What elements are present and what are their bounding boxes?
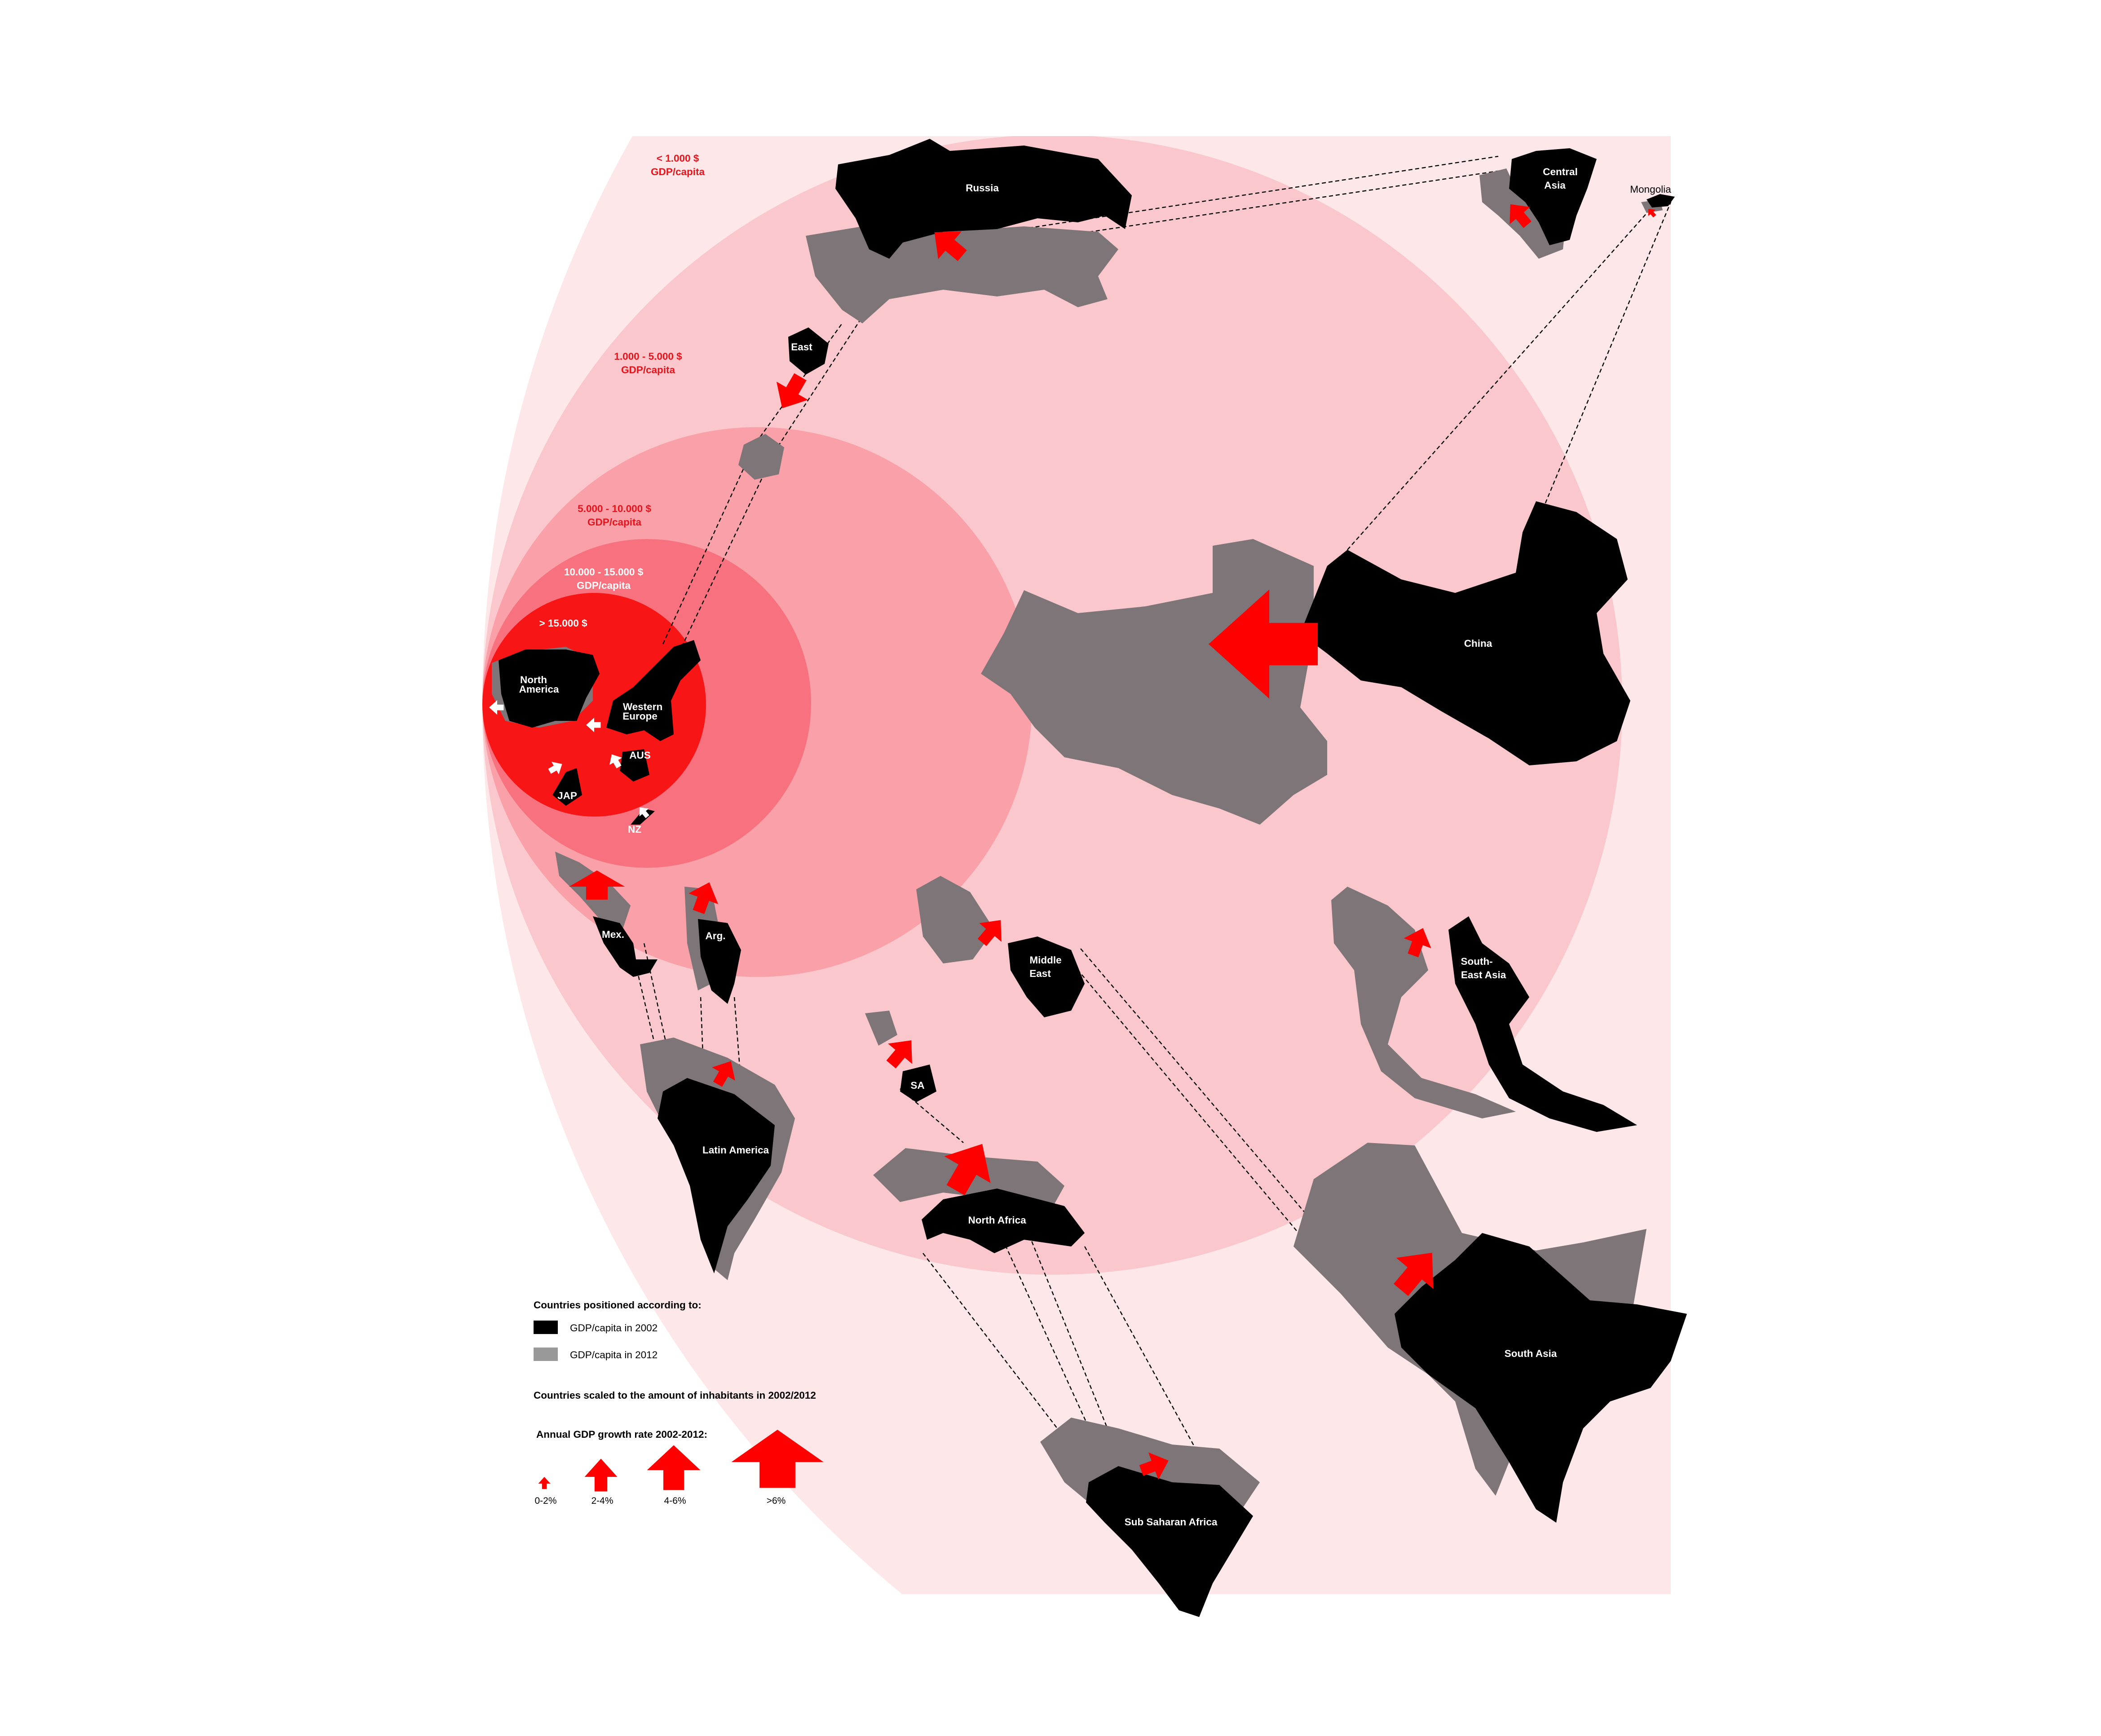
band-label: 5.000 - 10.000 $ xyxy=(578,503,651,514)
legend-swatch-2002 xyxy=(534,1321,558,1334)
south-east-asia-2002-shape xyxy=(1448,916,1638,1132)
north-america-2002-shape xyxy=(499,649,600,728)
legend-positioned-title: Countries positioned according to: xyxy=(534,1299,702,1311)
legend-scaled-note: Countries scaled to the amount of inhabi… xyxy=(534,1390,816,1401)
label-central-asia: Asia xyxy=(1544,180,1566,191)
band-label: GDP/capita xyxy=(651,166,705,177)
band-label: > 15.000 $ xyxy=(539,618,587,629)
label-east: East xyxy=(791,341,812,353)
label-south-east-asia: East Asia xyxy=(1461,969,1506,981)
label-china: China xyxy=(1464,638,1492,649)
label-middle-east: East xyxy=(1029,968,1051,979)
sa-2012-shape xyxy=(865,1011,898,1046)
band-gt-15000 xyxy=(482,593,706,817)
label-russia: Russia xyxy=(966,182,999,194)
north-africa-2002-shape xyxy=(922,1188,1085,1254)
band-label: 1.000 - 5.000 $ xyxy=(614,351,682,362)
argentina-2002-shape xyxy=(698,919,742,1004)
legend-swatch-2012 xyxy=(534,1347,558,1361)
central-asia-2002-shape xyxy=(1509,148,1597,246)
legend-arrow-2-4 xyxy=(584,1458,618,1492)
region-labels: Russia East Central Asia Mongolia China … xyxy=(519,166,1672,1528)
china-2002-shape xyxy=(1300,501,1631,766)
label-latin-america: Latin America xyxy=(702,1144,769,1156)
label-sub-saharan-africa: Sub Saharan Africa xyxy=(1125,1516,1218,1528)
east-2002-shape xyxy=(788,327,829,375)
china-2012-shape xyxy=(981,539,1328,825)
label-jap: JAP xyxy=(557,790,577,801)
australia-2002-shape xyxy=(620,749,650,782)
russia-2002-shape xyxy=(835,139,1132,259)
legend-arrow-0-2 xyxy=(538,1477,551,1489)
middle-east-2012-shape xyxy=(916,876,995,964)
south-asia-2002-shape xyxy=(1395,1233,1687,1523)
south-east-asia-2012-shape xyxy=(1331,887,1516,1119)
latin-america-2002-shape xyxy=(658,1078,775,1274)
label-central-asia: Central xyxy=(1543,166,1578,177)
label-argentina: Arg. xyxy=(706,930,726,941)
label-nz: NZ xyxy=(628,824,641,835)
legend-growth-label: 0-2% xyxy=(535,1496,557,1506)
japan-2002-shape xyxy=(552,768,583,806)
legend: Countries positioned according to: GDP/c… xyxy=(534,1299,824,1506)
legend-growth-label: 4-6% xyxy=(664,1496,686,1506)
legend-label-2002: GDP/capita in 2002 xyxy=(570,1322,658,1334)
band-label: < 1.000 $ xyxy=(657,153,699,164)
band-label: GDP/capita xyxy=(621,364,675,375)
label-aus: AUS xyxy=(629,750,651,761)
east-2012-shape xyxy=(738,434,785,480)
label-mexico: Mex. xyxy=(602,929,624,940)
sub-saharan-africa-2002-shape xyxy=(1086,1466,1254,1617)
label-north-america: North xyxy=(520,674,547,685)
regions-2002 xyxy=(499,139,1687,1617)
label-north-america: America xyxy=(519,684,559,695)
band-label: GDP/capita xyxy=(577,580,631,591)
band-labels: < 1.000 $ GDP/capita 1.000 - 5.000 $ GDP… xyxy=(539,153,705,629)
band-label: GDP/capita xyxy=(587,517,642,528)
nz-2002-shape xyxy=(631,808,655,825)
legend-label-2012: GDP/capita in 2012 xyxy=(570,1349,658,1361)
label-middle-east: Middle xyxy=(1029,954,1061,966)
label-north-africa: North Africa xyxy=(968,1215,1026,1226)
band-label: 10.000 - 15.000 $ xyxy=(564,566,644,578)
middle-east-2002-shape xyxy=(1008,936,1085,1018)
mexico-2002-shape xyxy=(593,916,658,977)
sa-2002-shape xyxy=(900,1065,937,1103)
label-south-asia: South Asia xyxy=(1505,1348,1557,1359)
label-western-europe: Western xyxy=(623,701,662,712)
legend-growth-title: Annual GDP growth rate 2002-2012: xyxy=(536,1429,707,1440)
label-south-east-asia: South- xyxy=(1461,956,1492,967)
mongolia-2002-shape xyxy=(1646,194,1675,208)
label-western-europe: Europe xyxy=(622,711,658,722)
legend-growth-label: 2-4% xyxy=(591,1496,614,1506)
legend-growth-label: >6% xyxy=(767,1496,786,1506)
western-europe-2002-shape xyxy=(606,640,701,742)
label-mongolia: Mongolia xyxy=(1630,184,1671,195)
label-sa: SA xyxy=(910,1080,924,1091)
legend-arrow-4-6 xyxy=(647,1445,701,1490)
